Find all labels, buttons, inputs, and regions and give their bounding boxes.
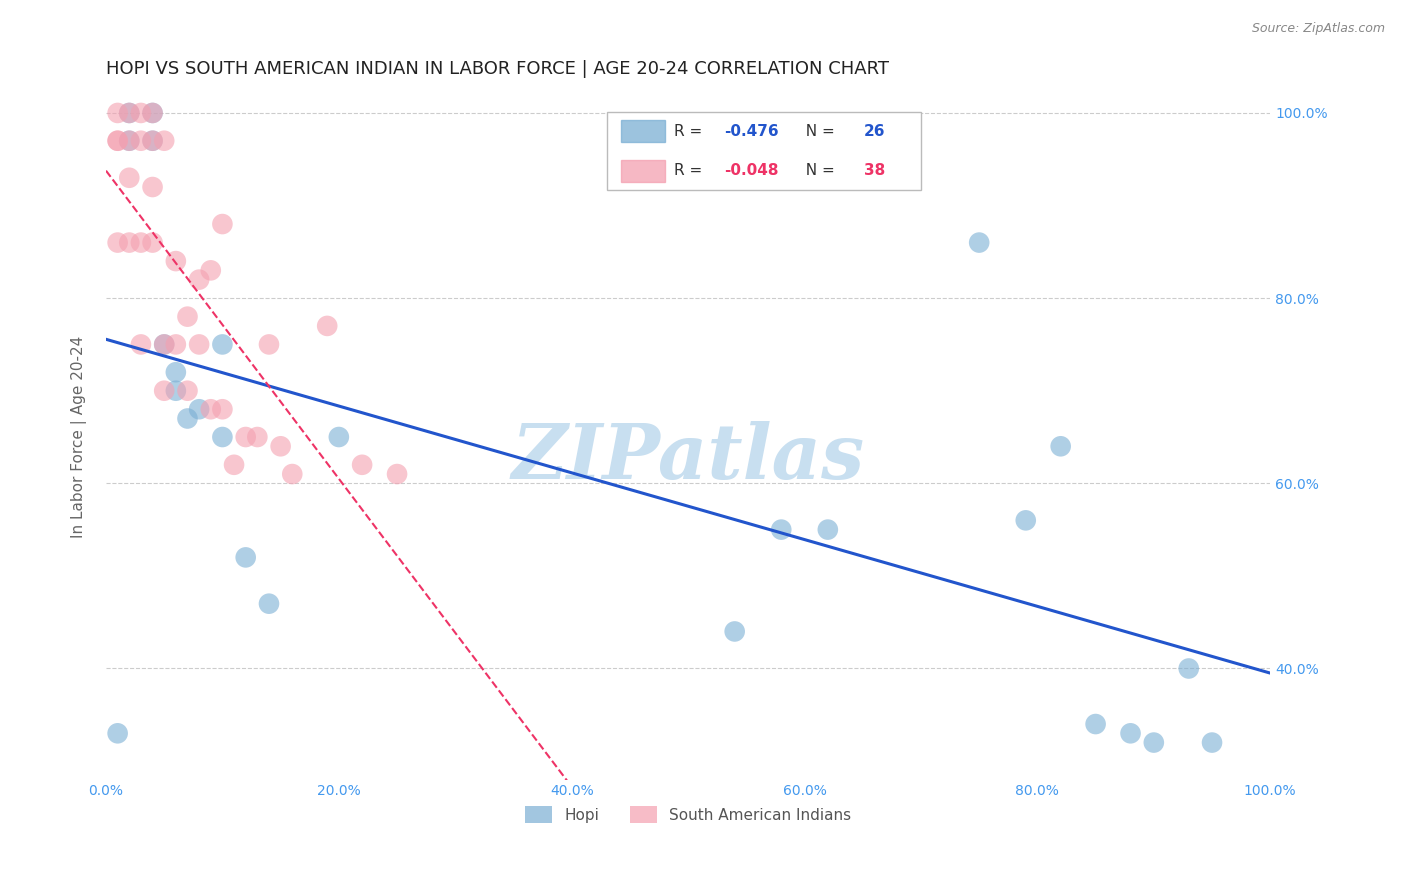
Point	[770, 523, 793, 537]
Point	[1143, 735, 1166, 749]
Point	[118, 134, 141, 148]
Point	[1049, 439, 1071, 453]
Point	[107, 726, 129, 740]
Point	[165, 254, 187, 268]
Point	[165, 384, 187, 398]
Point	[142, 134, 165, 148]
Point	[211, 430, 233, 444]
Point	[222, 458, 245, 472]
Point	[118, 134, 141, 148]
Bar	[620, 160, 665, 182]
Text: 38: 38	[863, 163, 886, 178]
Point	[107, 134, 129, 148]
Point	[188, 272, 211, 286]
Point	[328, 430, 350, 444]
Legend: Hopi, South American Indians: Hopi, South American Indians	[524, 805, 852, 823]
Y-axis label: In Labor Force | Age 20-24: In Labor Force | Age 20-24	[72, 336, 87, 538]
Point	[142, 235, 165, 250]
Point	[153, 337, 176, 351]
Point	[129, 235, 152, 250]
Point	[188, 337, 211, 351]
Point	[107, 106, 129, 120]
Point	[118, 106, 141, 120]
Point	[200, 402, 222, 417]
Point	[1119, 726, 1142, 740]
Point	[118, 235, 141, 250]
FancyBboxPatch shape	[606, 112, 921, 190]
Point	[142, 180, 165, 194]
Text: ZIPatlas: ZIPatlas	[512, 420, 865, 494]
Text: -0.048: -0.048	[724, 163, 779, 178]
Point	[1201, 735, 1223, 749]
Point	[385, 467, 408, 481]
Point	[129, 106, 152, 120]
Point	[142, 106, 165, 120]
Text: Source: ZipAtlas.com: Source: ZipAtlas.com	[1251, 22, 1385, 36]
Point	[188, 402, 211, 417]
Point	[1015, 513, 1038, 527]
Point	[211, 217, 233, 231]
Point	[281, 467, 304, 481]
Text: N =: N =	[796, 124, 839, 139]
Point	[200, 263, 222, 277]
Point	[129, 134, 152, 148]
Point	[316, 318, 339, 333]
Point	[153, 134, 176, 148]
Point	[107, 134, 129, 148]
Point	[270, 439, 292, 453]
Point	[352, 458, 374, 472]
Text: 26: 26	[863, 124, 886, 139]
Text: R =: R =	[673, 124, 707, 139]
Point	[1084, 717, 1107, 731]
Bar	[620, 120, 665, 142]
Point	[817, 523, 839, 537]
Point	[724, 624, 747, 639]
Point	[211, 337, 233, 351]
Text: -0.476: -0.476	[724, 124, 779, 139]
Point	[235, 550, 257, 565]
Text: N =: N =	[796, 163, 839, 178]
Point	[211, 402, 233, 417]
Point	[246, 430, 269, 444]
Point	[1177, 661, 1199, 675]
Point	[153, 337, 176, 351]
Point	[142, 134, 165, 148]
Point	[142, 106, 165, 120]
Point	[118, 170, 141, 185]
Point	[257, 337, 280, 351]
Text: HOPI VS SOUTH AMERICAN INDIAN IN LABOR FORCE | AGE 20-24 CORRELATION CHART: HOPI VS SOUTH AMERICAN INDIAN IN LABOR F…	[105, 60, 889, 78]
Point	[153, 384, 176, 398]
Point	[235, 430, 257, 444]
Point	[176, 384, 198, 398]
Point	[176, 310, 198, 324]
Point	[165, 337, 187, 351]
Point	[257, 597, 280, 611]
Point	[165, 365, 187, 379]
Point	[107, 235, 129, 250]
Point	[176, 411, 198, 425]
Point	[967, 235, 990, 250]
Point	[129, 337, 152, 351]
Text: R =: R =	[673, 163, 707, 178]
Point	[118, 106, 141, 120]
